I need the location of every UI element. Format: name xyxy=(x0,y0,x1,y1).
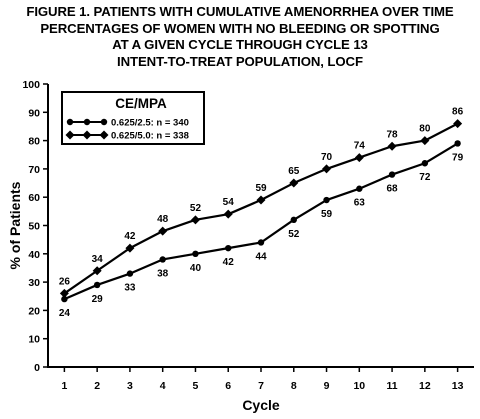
series-2-data-label: 59 xyxy=(255,183,267,194)
series-2-point xyxy=(92,266,102,276)
title-line-4: INTENT-TO-TREAT POPULATION, LOCF xyxy=(117,53,363,69)
series-1-point xyxy=(290,216,297,224)
series-1-point xyxy=(257,239,265,246)
y-tick-label: 40 xyxy=(28,249,40,261)
legend-title: CE/MPA xyxy=(115,96,167,111)
legend-label-1: 0.625/2.5: n = 340 xyxy=(111,118,189,129)
series-1-point xyxy=(93,281,101,289)
series-2-data-label: 70 xyxy=(321,152,333,163)
series-1-point xyxy=(388,171,396,178)
legend-marker-2 xyxy=(99,130,109,140)
series-2-data-label: 86 xyxy=(452,107,464,118)
series-2-data-label: 54 xyxy=(223,197,235,208)
series-line-2 xyxy=(63,122,459,295)
y-tick-label: 70 xyxy=(28,164,40,176)
series-1-point xyxy=(323,196,330,204)
series-1-data-label: 42 xyxy=(223,257,235,268)
series-2-data-label: 74 xyxy=(354,141,366,152)
y-tick-label: 80 xyxy=(28,136,40,148)
x-tick-label: 12 xyxy=(419,380,431,392)
series-2-point xyxy=(354,153,364,163)
series-2-data-label: 42 xyxy=(124,231,136,242)
series-1-point xyxy=(421,160,429,167)
x-tick-label: 11 xyxy=(387,380,398,392)
y-tick-label: 50 xyxy=(28,221,40,233)
legend-marker-2 xyxy=(82,130,92,140)
series-1-point xyxy=(225,244,232,252)
x-tick-label: 5 xyxy=(193,380,199,392)
x-tick-label: 2 xyxy=(94,380,100,392)
y-tick-label: 100 xyxy=(22,79,40,91)
legend-marker-1 xyxy=(83,118,91,126)
x-tick-label: 9 xyxy=(324,380,330,392)
y-tick-label: 30 xyxy=(28,277,40,289)
series-1-point xyxy=(61,295,68,303)
series-1-data-label: 38 xyxy=(157,268,169,279)
series-1-data-label: 29 xyxy=(92,294,104,305)
y-tick-label: 90 xyxy=(28,107,40,119)
series-2-data-label: 52 xyxy=(190,203,202,214)
series-2-point xyxy=(322,164,332,174)
y-tick-label: 10 xyxy=(28,334,40,346)
x-tick-label: 10 xyxy=(353,380,365,392)
series-2-point xyxy=(420,136,430,146)
series-2-data-label: 34 xyxy=(92,254,104,265)
x-tick-label: 13 xyxy=(452,380,464,392)
y-tick-label: 20 xyxy=(28,305,40,317)
x-tick-label: 3 xyxy=(127,380,133,392)
title-line-1: FIGURE 1. PATIENTS WITH CUMULATIVE AMENO… xyxy=(26,4,454,19)
x-tick-label: 1 xyxy=(61,380,67,392)
y-axis-title: % of Patients xyxy=(7,181,23,269)
chart-title: FIGURE 1. PATIENTS WITH CUMULATIVE AMENO… xyxy=(0,4,480,70)
series-1-data-label: 68 xyxy=(387,184,399,195)
series-1-data-label: 63 xyxy=(354,198,366,209)
series-1-data-label: 44 xyxy=(255,251,267,262)
legend-label-2: 0.625/5.0: n = 338 xyxy=(111,131,189,142)
series-2-point xyxy=(125,243,135,253)
y-tick-label: 0 xyxy=(34,362,40,374)
y-tick-label: 60 xyxy=(28,192,40,204)
series-1-data-label: 79 xyxy=(452,152,464,163)
legend-marker-1 xyxy=(66,118,74,126)
series-2-data-label: 48 xyxy=(157,214,169,225)
series-1-data-label: 59 xyxy=(321,209,333,220)
title-line-2: PERCENTAGES OF WOMEN WITH NO BLEEDING OR… xyxy=(40,20,440,36)
series-1-data-label: 24 xyxy=(59,308,71,319)
series-2-point xyxy=(59,288,69,298)
legend-marker-1 xyxy=(100,118,108,126)
legend-marker-2 xyxy=(65,130,75,140)
series-line-1 xyxy=(63,142,459,301)
x-tick-label: 4 xyxy=(160,380,166,392)
series-1-data-label: 33 xyxy=(124,283,136,294)
series-2-point xyxy=(190,215,200,225)
series-2-point xyxy=(387,141,397,151)
series-2-point xyxy=(256,195,266,205)
title-line-3: AT A GIVEN CYCLE THROUGH CYCLE 13 xyxy=(112,37,368,52)
series-1-data-label: 72 xyxy=(419,172,431,183)
series-1-point xyxy=(159,256,166,263)
series-2-data-label: 80 xyxy=(419,124,431,135)
series-2-data-label: 26 xyxy=(59,276,71,287)
series-2-point xyxy=(223,209,233,219)
series-1-point xyxy=(126,270,134,277)
series-1-point xyxy=(192,250,199,257)
series-1-data-label: 40 xyxy=(190,263,202,274)
x-tick-label: 6 xyxy=(225,380,231,392)
series-1-point xyxy=(454,140,461,147)
series-2-point xyxy=(289,178,299,188)
series-2-point xyxy=(158,226,168,236)
x-axis-title: Cycle xyxy=(242,397,280,413)
series-1-point xyxy=(356,185,363,192)
series-2-point xyxy=(453,119,463,129)
series-2-data-label: 65 xyxy=(288,166,300,177)
series-2-data-label: 78 xyxy=(387,129,399,140)
series-1-data-label: 52 xyxy=(288,229,300,240)
x-tick-label: 8 xyxy=(291,380,297,392)
x-tick-label: 7 xyxy=(258,380,264,392)
